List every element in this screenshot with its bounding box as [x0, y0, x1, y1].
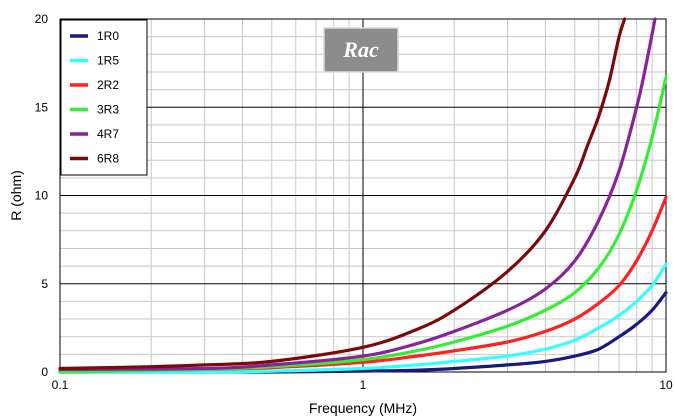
legend: 1R0 1R5 2R2 3R3 4R7 6R8 — [60, 19, 148, 176]
y-tick-label: 15 — [35, 100, 49, 114]
legend-label-3r3: 3R3 — [97, 103, 119, 117]
chart-title-background — [323, 27, 399, 73]
y-tick-label: 10 — [35, 189, 49, 203]
legend-label-4r7: 4R7 — [97, 127, 119, 141]
legend-box — [60, 19, 148, 176]
legend-label-1r5: 1R5 — [97, 54, 119, 68]
series-layer — [58, 17, 668, 374]
chart-title-box: Rac — [323, 27, 399, 73]
legend-label-2r2: 2R2 — [97, 78, 119, 92]
y-tick-label: 0 — [41, 365, 48, 379]
x-tick-label: 1 — [360, 378, 367, 392]
x-axis-label: Frequency (MHz) — [309, 400, 417, 416]
x-tick-label: 0.1 — [52, 378, 69, 392]
series-line-4r7 — [58, 17, 657, 371]
y-tick-label: 5 — [41, 277, 48, 291]
x-tick-label: 10 — [659, 378, 673, 392]
x-tick-labels: 0.1 1 10 — [52, 378, 673, 392]
y-tick-label: 20 — [35, 12, 49, 26]
chart-title: Rac — [342, 37, 379, 62]
y-axis-label: R (ohm) — [8, 170, 24, 221]
series-line-6r8 — [58, 17, 627, 371]
y-tick-labels: 0 5 10 15 20 — [35, 12, 49, 379]
series-line-1r5 — [58, 262, 668, 374]
legend-label-6r8: 6R8 — [97, 152, 119, 166]
legend-label-1r0: 1R0 — [97, 29, 119, 43]
